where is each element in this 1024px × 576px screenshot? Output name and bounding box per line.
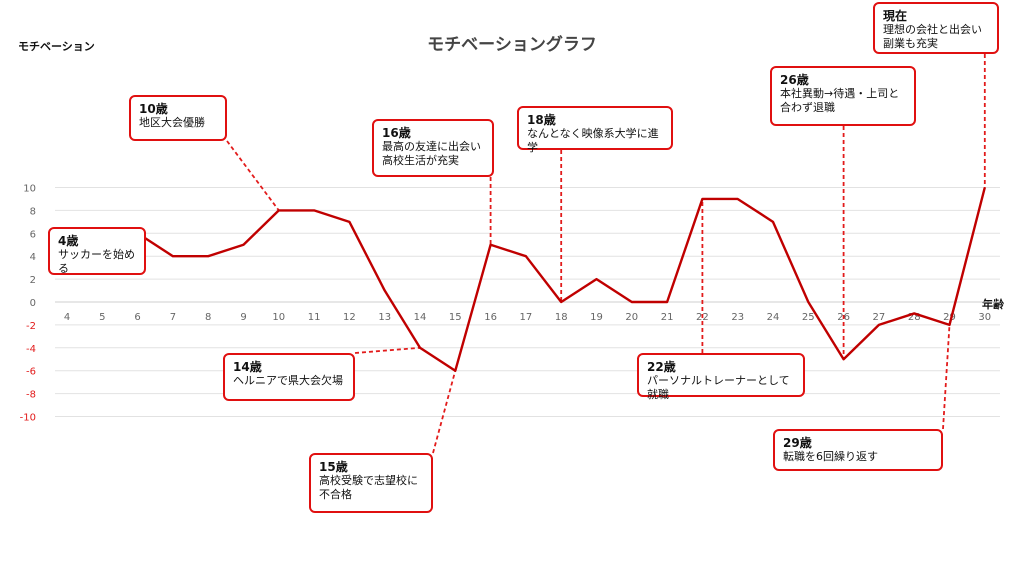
x-tick-label: 13 xyxy=(378,312,391,323)
annotation-age: 14歳 xyxy=(233,360,262,374)
x-tick-label: 23 xyxy=(731,312,744,323)
x-tick-label: 15 xyxy=(449,312,462,323)
annotation-age-14: 14歳 ヘルニアで県大会欠場 xyxy=(223,353,355,401)
annotation-text: 高校受験で志望校に 不合格 xyxy=(319,474,418,501)
x-tick-label: 18 xyxy=(555,312,568,323)
annotation-text: 理想の会社と出会い 副業も充実 xyxy=(883,23,982,50)
annotation-leader xyxy=(354,346,421,354)
x-tick-label: 21 xyxy=(661,312,674,323)
annotation-age: 10歳 xyxy=(139,102,168,116)
annotation-text: 最高の友達に出会い 高校生活が充実 xyxy=(382,140,481,167)
annotation-age: 26歳 xyxy=(780,73,809,87)
annotation-age: 16歳 xyxy=(382,126,411,140)
y-tick-label: -6 xyxy=(26,367,36,378)
annotation-leader xyxy=(226,140,280,211)
x-tick-label: 12 xyxy=(343,312,356,323)
x-tick-label: 28 xyxy=(908,312,921,323)
x-tick-label: 24 xyxy=(767,312,780,323)
annotation-text: なんとなく映像系大学に進学 xyxy=(527,127,659,154)
y-tick-label: -8 xyxy=(26,390,36,401)
annotation-age-18: 18歳 なんとなく映像系大学に進学 xyxy=(517,106,673,154)
annotation-text: ヘルニアで県大会欠場 xyxy=(233,374,343,387)
x-tick-label: 11 xyxy=(308,312,321,323)
annotation-age: 4歳 xyxy=(58,234,79,248)
x-tick-label: 30 xyxy=(978,312,991,323)
x-tick-label: 5 xyxy=(99,312,105,323)
y-tick-label: -10 xyxy=(20,413,36,424)
y-tick-label: -4 xyxy=(26,344,36,355)
x-tick-label: 19 xyxy=(590,312,603,323)
x-tick-label: 29 xyxy=(943,312,956,323)
y-tick-label: -2 xyxy=(26,321,36,332)
x-tick-label: 9 xyxy=(240,312,246,323)
x-tick-label: 17 xyxy=(520,312,533,323)
annotation-age-4: 4歳 サッカーを始める xyxy=(48,227,146,275)
y-tick-label: 2 xyxy=(30,275,36,286)
annotation-age: 18歳 xyxy=(527,113,556,127)
annotation-leader xyxy=(942,324,951,430)
annotation-age-26: 26歳 本社異動→待遇・上司と 合わず退職 xyxy=(770,66,916,126)
motivation-series-line xyxy=(66,187,986,372)
annotation-text: サッカーを始める xyxy=(58,248,135,275)
y-tick-label: 0 xyxy=(30,298,36,309)
y-tick-label: 6 xyxy=(30,229,36,240)
annotation-age-15: 15歳 高校受験で志望校に 不合格 xyxy=(309,453,433,513)
x-tick-label: 4 xyxy=(64,312,70,323)
annotation-text: 転職を6回繰り返す xyxy=(783,450,878,463)
x-tick-label: 16 xyxy=(484,312,497,323)
y-tick-label: 8 xyxy=(30,206,36,217)
y-axis-label: モチベーション xyxy=(18,40,95,53)
x-tick-label: 14 xyxy=(414,312,427,323)
x-tick-label: 7 xyxy=(170,312,176,323)
x-tick-label: 27 xyxy=(873,312,886,323)
annotation-age-10: 10歳 地区大会優勝 xyxy=(129,95,227,141)
annotation-text: 地区大会優勝 xyxy=(139,116,205,129)
y-tick-label: 4 xyxy=(30,252,36,263)
annotation-age: 22歳 xyxy=(647,360,676,374)
chart-title: モチベーショングラフ xyxy=(427,34,597,55)
annotation-now: 現在 理想の会社と出会い 副業も充実 xyxy=(873,2,999,54)
x-axis-label: 年齢 xyxy=(982,297,1005,311)
annotation-leader xyxy=(432,370,457,454)
x-tick-label: 6 xyxy=(134,312,140,323)
x-tick-label: 10 xyxy=(272,312,285,323)
x-tick-label: 8 xyxy=(205,312,211,323)
annotation-age-22: 22歳 パーソナルトレーナーとして就職 xyxy=(637,353,805,401)
annotation-age: 現在 xyxy=(883,9,908,23)
annotation-age: 29歳 xyxy=(783,436,812,450)
annotation-age-29: 29歳 転職を6回繰り返す xyxy=(773,429,943,471)
annotation-age-16: 16歳 最高の友達に出会い 高校生活が充実 xyxy=(372,119,494,177)
x-tick-label: 25 xyxy=(802,312,815,323)
annotation-age: 15歳 xyxy=(319,460,348,474)
annotation-text: パーソナルトレーナーとして就職 xyxy=(647,374,790,401)
y-tick-label: 10 xyxy=(23,184,36,195)
x-tick-label: 20 xyxy=(625,312,638,323)
annotation-text: 本社異動→待遇・上司と 合わず退職 xyxy=(780,87,900,114)
